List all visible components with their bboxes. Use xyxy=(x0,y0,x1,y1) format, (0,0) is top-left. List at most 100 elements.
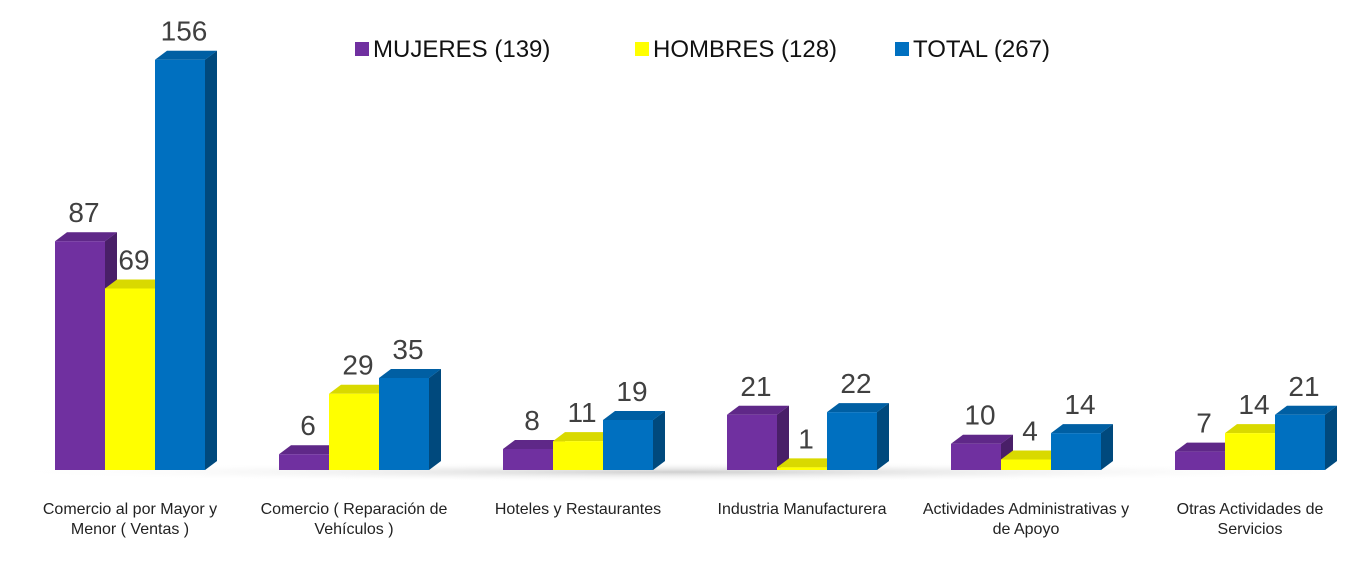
bar-top xyxy=(553,432,615,442)
value-label: 6 xyxy=(300,410,316,441)
bar-top-shade xyxy=(1275,405,1337,415)
value-label: 29 xyxy=(342,350,373,381)
bar-top xyxy=(827,403,889,413)
bar-top xyxy=(1051,424,1113,434)
bar-top-shade xyxy=(279,445,341,455)
value-label: 87 xyxy=(68,197,99,228)
bar-top-shade xyxy=(727,405,789,415)
bar-top-shade xyxy=(503,439,565,449)
bar-side-shade xyxy=(777,405,789,470)
bar-top-shade xyxy=(1051,424,1113,434)
bar-front xyxy=(827,412,877,470)
bar-front xyxy=(155,59,205,470)
bar-side-shade xyxy=(429,368,441,470)
bar xyxy=(951,434,1013,470)
bar-side xyxy=(777,405,789,470)
bar-top-shade xyxy=(379,368,441,378)
bar-front xyxy=(1225,433,1275,470)
bar-top-shade xyxy=(777,458,839,468)
category-label: Comercio al por Mayor y Menor ( Ventas ) xyxy=(42,501,218,538)
bar-top xyxy=(1175,442,1237,452)
bar xyxy=(727,405,789,470)
bar-top xyxy=(777,458,839,468)
bar xyxy=(155,50,217,470)
bar-front xyxy=(727,414,777,470)
category-label: Hoteles y Restaurantes xyxy=(494,501,662,518)
bar xyxy=(603,411,665,470)
bar-top xyxy=(1001,450,1063,460)
bar-top xyxy=(379,368,441,378)
bar-side-shade xyxy=(1101,424,1113,470)
bar-top xyxy=(155,50,217,60)
category-label: Industria Manufacturera xyxy=(717,501,887,518)
bar-front xyxy=(279,454,329,470)
bar-front xyxy=(603,420,653,470)
value-label: 19 xyxy=(616,376,647,407)
bar-front xyxy=(55,241,105,470)
bar-top xyxy=(55,232,117,242)
legend-swatch xyxy=(895,42,909,56)
legend-label: TOTAL (267) xyxy=(913,36,1050,63)
bar-side-shade xyxy=(1325,405,1337,470)
value-label: 156 xyxy=(161,16,208,47)
bar-side-shade xyxy=(653,411,665,470)
bar-top-shade xyxy=(553,432,615,442)
bar-side xyxy=(429,368,441,470)
value-label: 21 xyxy=(740,371,771,402)
bar-top-shade xyxy=(1175,442,1237,452)
bar-top xyxy=(105,279,167,289)
bar-side-shade xyxy=(205,50,217,470)
value-label: 7 xyxy=(1196,408,1212,439)
bar-top-shade xyxy=(55,232,117,242)
bar xyxy=(827,403,889,470)
bar-top-shade xyxy=(1001,450,1063,460)
bar-top-shade xyxy=(827,403,889,413)
bar-top xyxy=(329,384,391,394)
value-label: 35 xyxy=(392,334,423,365)
bar-side xyxy=(205,50,217,470)
bar-top xyxy=(503,439,565,449)
bar-side-shade xyxy=(877,403,889,470)
bar-front xyxy=(951,443,1001,470)
legend-swatch xyxy=(635,42,649,56)
category-label: Comercio ( Reparación de Vehículos ) xyxy=(260,501,448,538)
value-label: 14 xyxy=(1064,389,1095,420)
category-label: Actividades Administrativas y de Apoyo xyxy=(922,501,1130,538)
value-label: 21 xyxy=(1288,371,1319,402)
bar-front xyxy=(1001,459,1051,470)
value-label: 69 xyxy=(118,245,149,276)
bar xyxy=(379,368,441,470)
value-label: 22 xyxy=(840,368,871,399)
bar-top-shade xyxy=(105,279,167,289)
bar-side xyxy=(877,403,889,470)
bar-top xyxy=(1225,424,1287,434)
bar-top xyxy=(279,445,341,455)
bar-side xyxy=(1101,424,1113,470)
value-label: 14 xyxy=(1238,389,1269,420)
value-label: 11 xyxy=(567,397,596,428)
bar-front xyxy=(379,377,429,470)
bar xyxy=(1051,424,1113,470)
bar-top xyxy=(1275,405,1337,415)
bar-front xyxy=(553,441,603,470)
legend-swatch xyxy=(355,42,369,56)
bar-front xyxy=(329,393,379,470)
bar-side xyxy=(653,411,665,470)
bar-top xyxy=(603,411,665,421)
value-label: 1 xyxy=(798,423,814,454)
bar-top-shade xyxy=(329,384,391,394)
bar-front xyxy=(1051,433,1101,470)
bar xyxy=(1275,405,1337,470)
bar-front xyxy=(503,448,553,470)
bar-top xyxy=(727,405,789,415)
legend-label: MUJERES (139) xyxy=(373,36,550,63)
bar-top-shade xyxy=(603,411,665,421)
bar-front xyxy=(105,288,155,470)
value-label: 8 xyxy=(524,405,540,436)
legend-label: HOMBRES (128) xyxy=(653,36,837,63)
bar-top xyxy=(951,434,1013,444)
bar-top-shade xyxy=(951,434,1013,444)
bar-top-shade xyxy=(1225,424,1287,434)
